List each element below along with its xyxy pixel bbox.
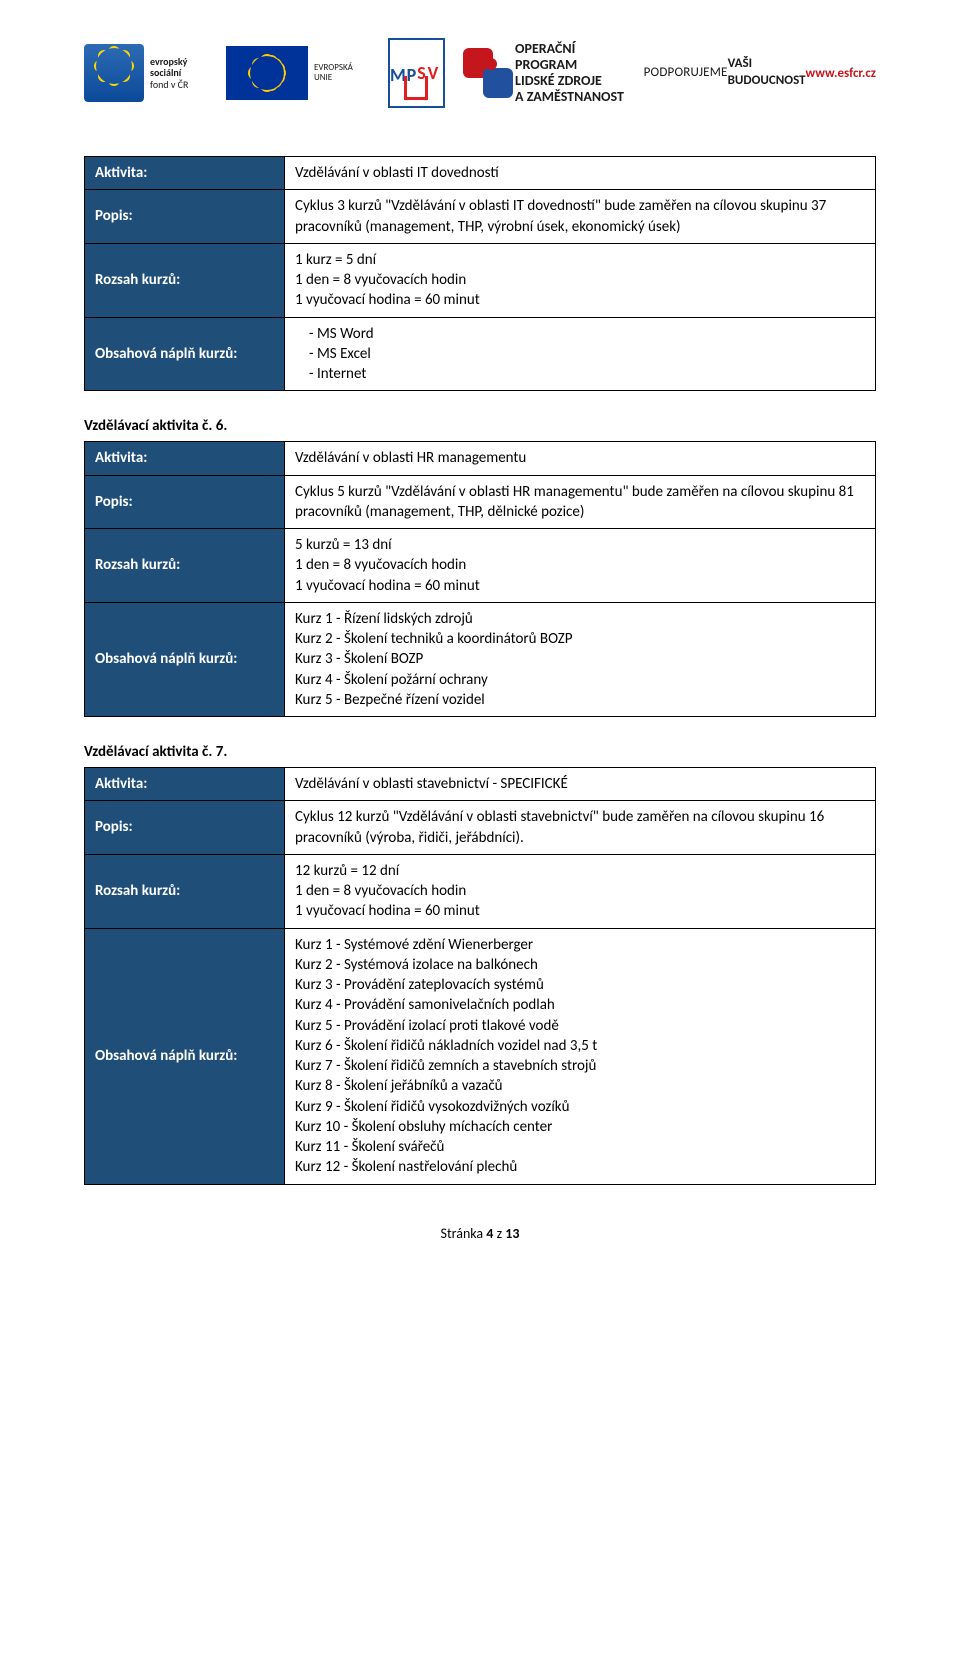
label-obsah: Obsahová náplň kurzů: (85, 317, 285, 391)
footer-of: z (493, 1225, 505, 1242)
eu-flag-icon (226, 46, 308, 100)
rozsah-line: 1 vyučovací hodina = 60 minut (295, 576, 865, 596)
label-popis: Popis: (85, 190, 285, 244)
mpsv-figure-icon (404, 76, 428, 100)
label-obsah: Obsahová náplň kurzů: (85, 602, 285, 716)
eu-stars-icon (84, 44, 144, 102)
label-rozsah: Rozsah kurzů: (85, 854, 285, 928)
section-7-heading: Vzdělávací aktivita č. 7. (84, 743, 876, 761)
value-aktivita: Vzdělávání v oblasti IT dovedností (285, 157, 876, 190)
esf-logo: evropský sociální fond v ČR (84, 34, 208, 112)
puzzle-icon (463, 48, 507, 98)
rozsah-line: 12 kurzů = 12 dní (295, 861, 865, 881)
value-popis: Cyklus 5 kurzů "Vzdělávání v oblasti HR … (285, 475, 876, 529)
label-popis: Popis: (85, 475, 285, 529)
section-6-heading: Vzdělávací aktivita č. 6. (84, 417, 876, 435)
value-aktivita: Vzdělávání v oblasti stavebnictví - SPEC… (285, 768, 876, 801)
list-item: Kurz 2 - Školení techniků a koordinátorů… (295, 629, 865, 649)
rozsah-line: 1 vyučovací hodina = 60 minut (295, 290, 865, 310)
support-url: www.esfcr.cz (806, 66, 876, 83)
activity-6-table: Aktivita: Vzdělávání v oblasti HR manage… (84, 441, 876, 717)
list-item: Kurz 6 - Školení řidičů nákladních vozid… (295, 1036, 865, 1056)
list-item: Kurz 8 - Školení jeřábníků a vazačů (295, 1076, 865, 1096)
rozsah-line: 1 kurz = 5 dní (295, 250, 865, 270)
value-obsah: MS Word MS Excel Internet (285, 317, 876, 391)
rozsah-line: 1 den = 8 vyučovacích hodin (295, 881, 865, 901)
value-popis: Cyklus 3 kurzů "Vzdělávání v oblasti IT … (285, 190, 876, 244)
list-item: Kurz 3 - Školení BOZP (295, 649, 865, 669)
list-item: Kurz 4 - Školení požární ochrany (295, 670, 865, 690)
esf-logo-text: evropský sociální fond v ČR (150, 56, 188, 91)
rozsah-line: 1 den = 8 vyučovacích hodin (295, 270, 865, 290)
list-item: MS Word (309, 324, 865, 344)
oplz-text: OPERAČNÍ PROGRAM LIDSKÉ ZDROJE A ZAMĚSTN… (515, 41, 626, 105)
label-aktivita: Aktivita: (85, 442, 285, 475)
list-item: Kurz 10 - Školení obsluhy míchacích cent… (295, 1117, 865, 1137)
list-item: MS Excel (309, 344, 865, 364)
support-line1: PODPORUJEME (644, 65, 728, 82)
activity-7-table: Aktivita: Vzdělávání v oblasti stavebnic… (84, 767, 876, 1185)
footer-prefix: Stránka (441, 1225, 487, 1242)
eu-logo-text: EVROPSKÁ UNIE (314, 63, 370, 84)
list-item: Kurz 2 - Systémová izolace na balkónech (295, 955, 865, 975)
eu-logo: EVROPSKÁ UNIE (226, 46, 370, 100)
support-block: PODPORUJEME VAŠI BUDOUCNOST www.esfcr.cz (644, 56, 876, 90)
value-obsah: Kurz 1 - Systémové zdění Wienerberger Ku… (285, 928, 876, 1184)
list-item: Kurz 1 - Řízení lidských zdrojů (295, 609, 865, 629)
label-rozsah: Rozsah kurzů: (85, 243, 285, 317)
rozsah-line: 1 vyučovací hodina = 60 minut (295, 901, 865, 921)
mpsv-logo: MP SV (388, 38, 445, 108)
value-rozsah: 5 kurzů = 13 dní 1 den = 8 vyučovacích h… (285, 529, 876, 603)
list-item: Kurz 1 - Systémové zdění Wienerberger (295, 935, 865, 955)
value-rozsah: 1 kurz = 5 dní 1 den = 8 vyučovacích hod… (285, 243, 876, 317)
funding-banner: evropský sociální fond v ČR EVROPSKÁ UNI… (84, 34, 876, 130)
list-item: Internet (309, 364, 865, 384)
rozsah-line: 1 den = 8 vyučovacích hodin (295, 555, 865, 575)
page-footer: Stránka 4 z 13 (84, 1225, 876, 1242)
list-item: Kurz 12 - Školení nastřelování plechů (295, 1157, 865, 1177)
value-aktivita: Vzdělávání v oblasti HR managementu (285, 442, 876, 475)
rozsah-line: 5 kurzů = 13 dní (295, 535, 865, 555)
support-line2: VAŠI BUDOUCNOST (728, 56, 806, 90)
value-rozsah: 12 kurzů = 12 dní 1 den = 8 vyučovacích … (285, 854, 876, 928)
list-item: Kurz 5 - Provádění izolací proti tlakové… (295, 1016, 865, 1036)
list-item: Kurz 7 - Školení řidičů zemních a staveb… (295, 1056, 865, 1076)
label-popis: Popis: (85, 801, 285, 855)
list-item: Kurz 11 - Školení svářečů (295, 1137, 865, 1157)
activity-5-table: Aktivita: Vzdělávání v oblasti IT dovedn… (84, 156, 876, 391)
label-aktivita: Aktivita: (85, 768, 285, 801)
footer-total: 13 (505, 1225, 519, 1242)
value-obsah: Kurz 1 - Řízení lidských zdrojů Kurz 2 -… (285, 602, 876, 716)
label-obsah: Obsahová náplň kurzů: (85, 928, 285, 1184)
label-aktivita: Aktivita: (85, 157, 285, 190)
oplz-logo: OPERAČNÍ PROGRAM LIDSKÉ ZDROJE A ZAMĚSTN… (463, 41, 626, 105)
list-item: Kurz 4 - Provádění samonivelačních podla… (295, 995, 865, 1015)
label-rozsah: Rozsah kurzů: (85, 529, 285, 603)
list-item: Kurz 5 - Bezpečné řízení vozidel (295, 690, 865, 710)
list-item: Kurz 3 - Provádění zateplovacích systémů (295, 975, 865, 995)
value-popis: Cyklus 12 kurzů "Vzdělávání v oblasti st… (285, 801, 876, 855)
obsah-list: MS Word MS Excel Internet (295, 324, 865, 385)
list-item: Kurz 9 - Školení řidičů vysokozdvižných … (295, 1097, 865, 1117)
